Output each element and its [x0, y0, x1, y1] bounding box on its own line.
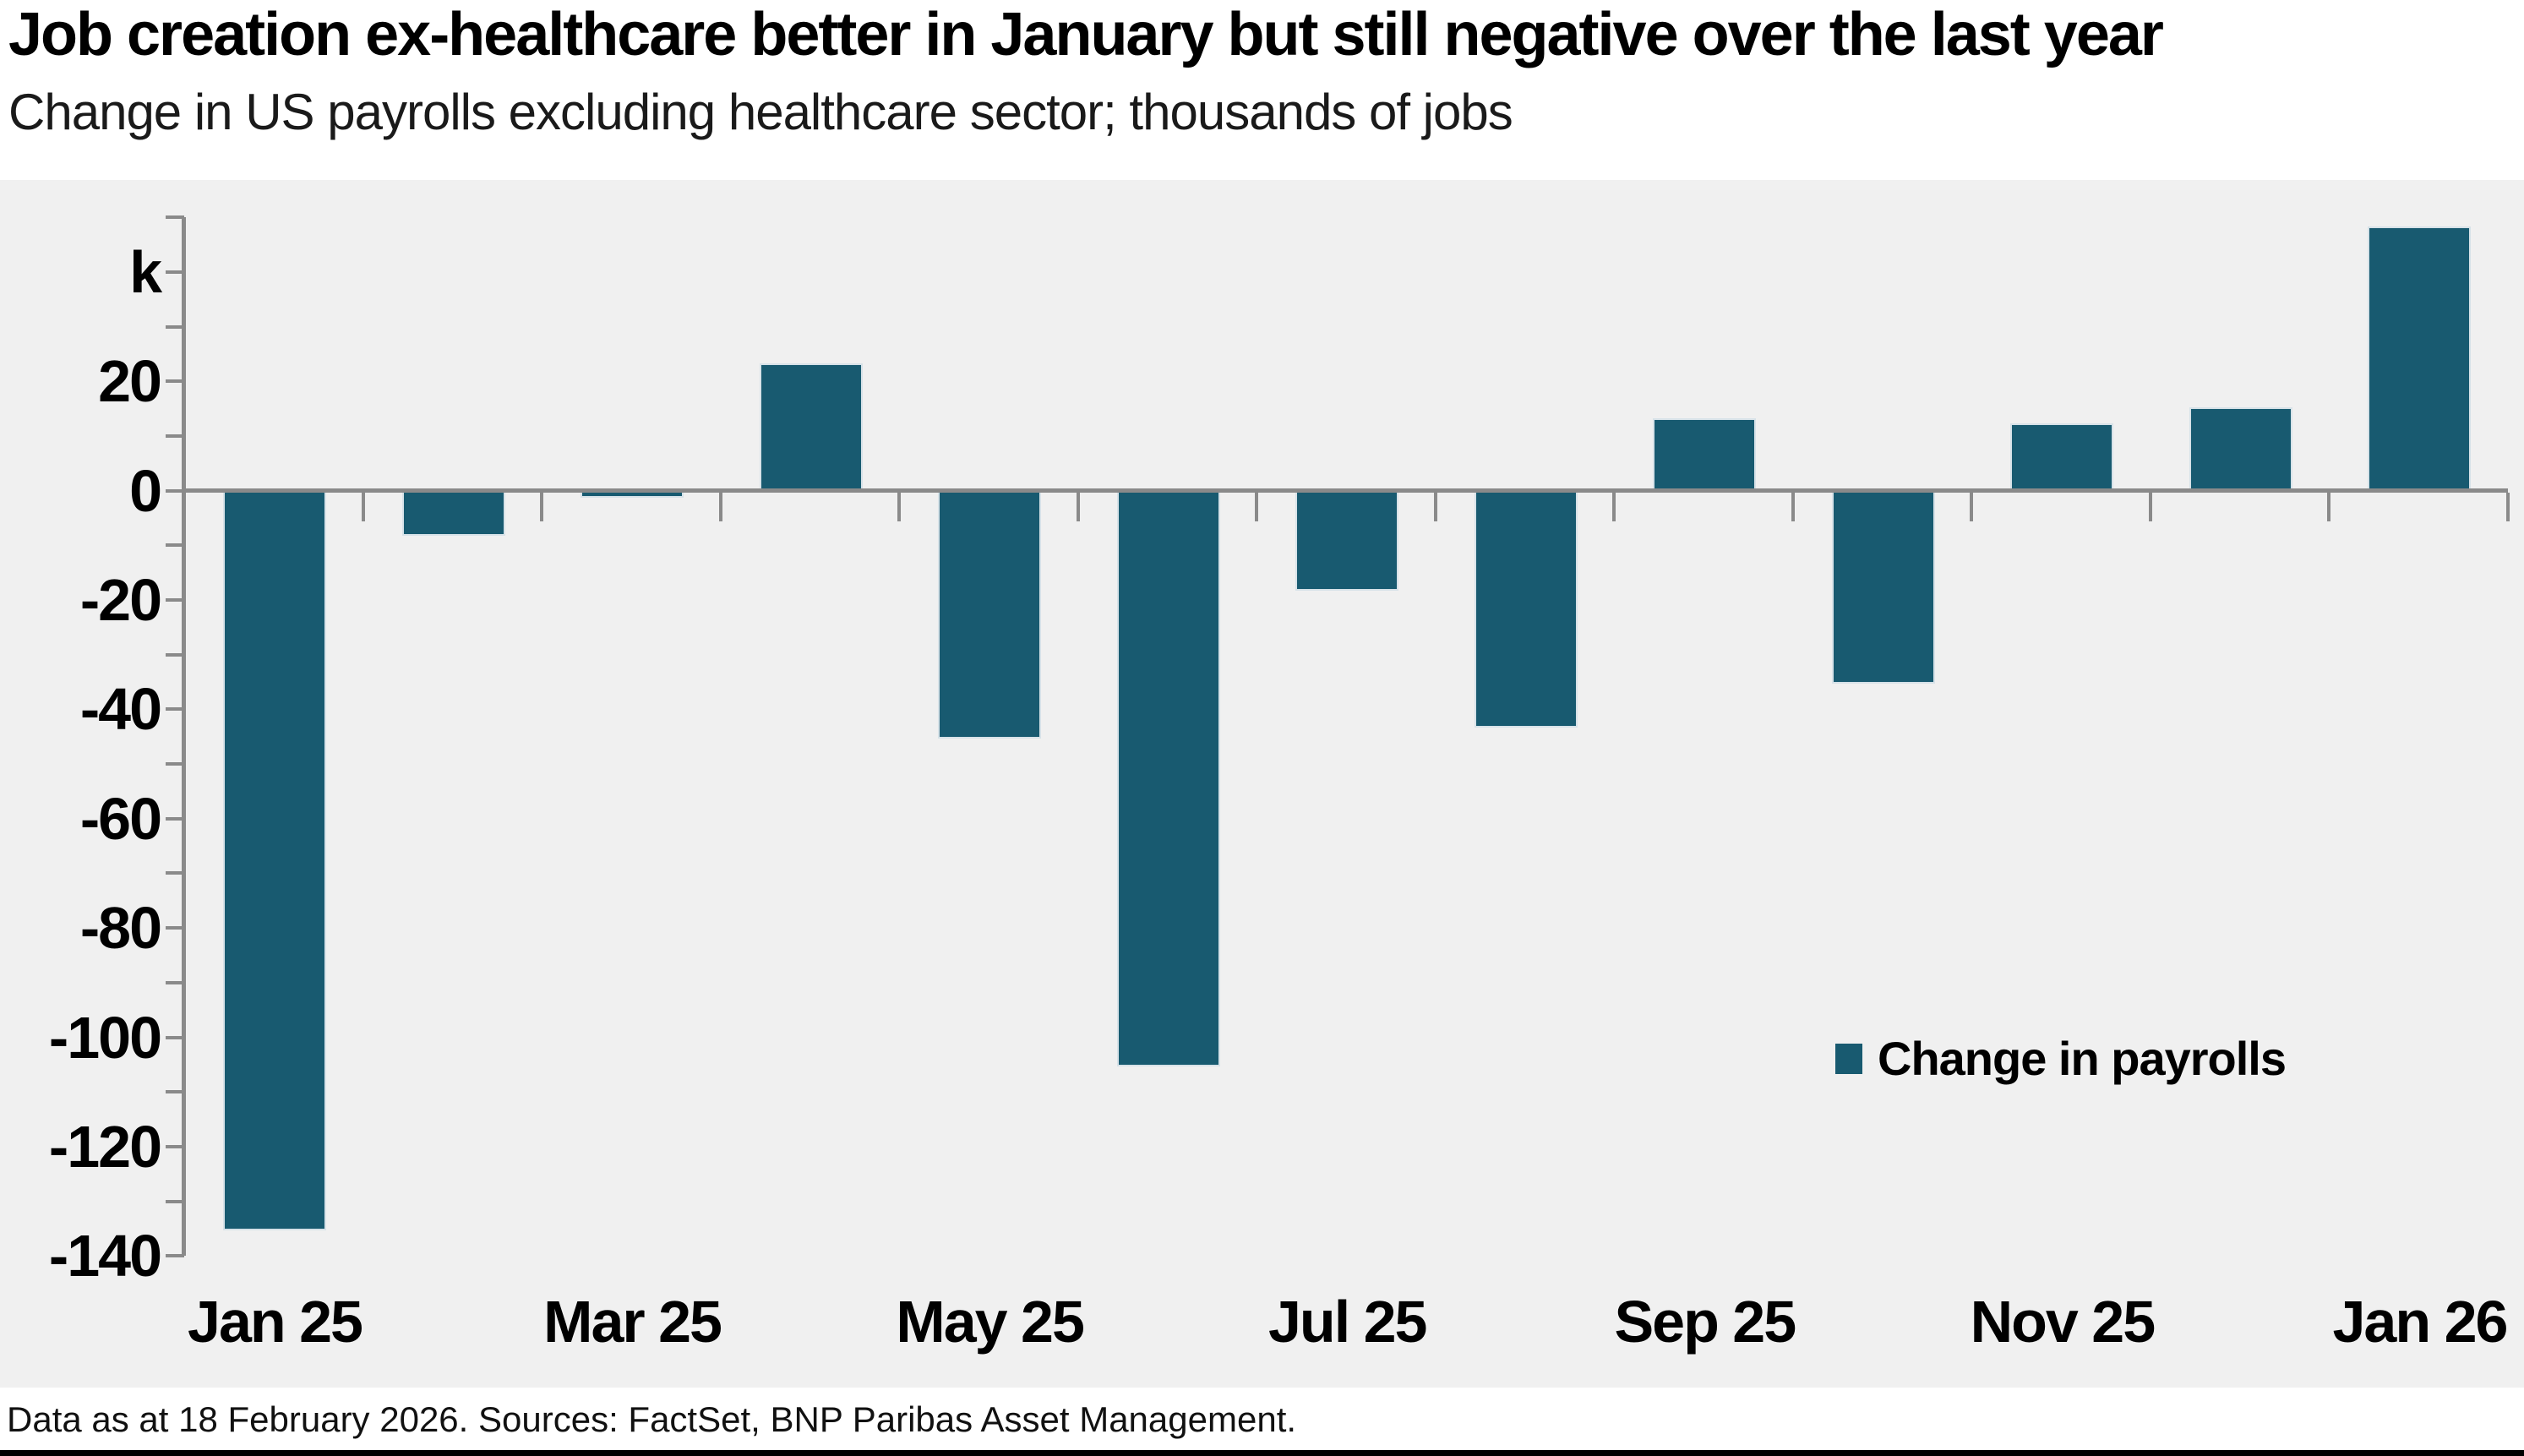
bottom-black-bar: [0, 1450, 2524, 1456]
footer-note: Data as at 18 February 2026. Sources: Fa…: [7, 1399, 1297, 1439]
chart-title: Job creation ex-healthcare better in Jan…: [8, 1, 2164, 68]
chart-subtitle: Change in US payrolls excluding healthca…: [8, 84, 1513, 140]
legend-label: Change in payrolls: [1878, 1032, 2287, 1085]
plot-area: [0, 180, 2524, 1388]
legend-swatch: [1835, 1043, 1862, 1074]
legend: Change in payrolls: [1835, 1031, 2287, 1086]
